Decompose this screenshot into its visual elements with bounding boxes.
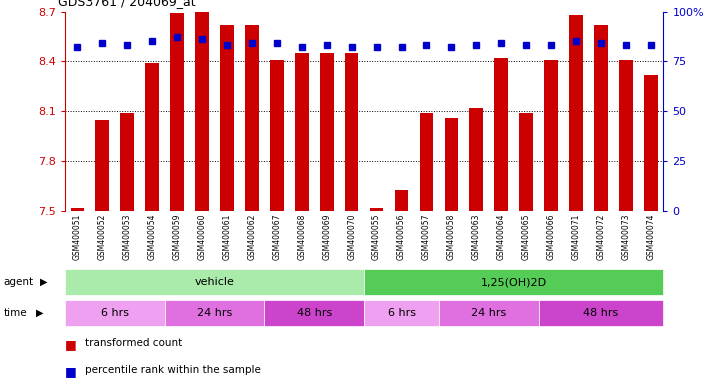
Bar (164, 300, 265, 326)
Text: ▶: ▶ (40, 277, 47, 287)
Text: 24 hrs: 24 hrs (471, 308, 506, 318)
Text: 6 hrs: 6 hrs (387, 308, 415, 318)
Bar (420, 113, 433, 211)
Bar (71, 208, 84, 211)
Bar (644, 75, 658, 211)
Bar (619, 60, 633, 211)
Bar (539, 300, 663, 326)
Text: ▶: ▶ (36, 308, 43, 318)
Text: 6 hrs: 6 hrs (101, 308, 129, 318)
Bar (120, 113, 134, 211)
Bar (195, 12, 209, 211)
Text: vehicle: vehicle (195, 277, 234, 287)
Bar (270, 60, 283, 211)
Bar (245, 25, 259, 211)
Text: 48 hrs: 48 hrs (583, 308, 619, 318)
Bar (469, 108, 483, 211)
Text: transformed count: transformed count (85, 338, 182, 348)
Bar (569, 15, 583, 211)
Bar (439, 300, 539, 326)
Text: agent: agent (4, 277, 34, 287)
Bar (370, 208, 384, 211)
Bar (170, 13, 184, 211)
Bar (146, 63, 159, 211)
Bar (544, 60, 558, 211)
Bar (519, 113, 533, 211)
Bar (594, 25, 608, 211)
Bar (95, 120, 109, 211)
Bar (320, 53, 334, 211)
Bar (265, 300, 364, 326)
Text: ■: ■ (65, 365, 81, 378)
Bar (364, 269, 663, 295)
Bar (295, 53, 309, 211)
Bar (345, 53, 358, 211)
Bar (220, 25, 234, 211)
Bar (495, 58, 508, 211)
Text: time: time (4, 308, 27, 318)
Bar (445, 118, 459, 211)
Bar (65, 269, 364, 295)
Text: ■: ■ (65, 338, 81, 351)
Bar (394, 190, 408, 211)
Text: 1,25(OH)2D: 1,25(OH)2D (481, 277, 547, 287)
Text: percentile rank within the sample: percentile rank within the sample (85, 365, 261, 375)
Text: GDS3761 / 204069_at: GDS3761 / 204069_at (58, 0, 195, 8)
Bar (65, 300, 164, 326)
Text: 24 hrs: 24 hrs (197, 308, 232, 318)
Bar (364, 300, 439, 326)
Text: 48 hrs: 48 hrs (296, 308, 332, 318)
